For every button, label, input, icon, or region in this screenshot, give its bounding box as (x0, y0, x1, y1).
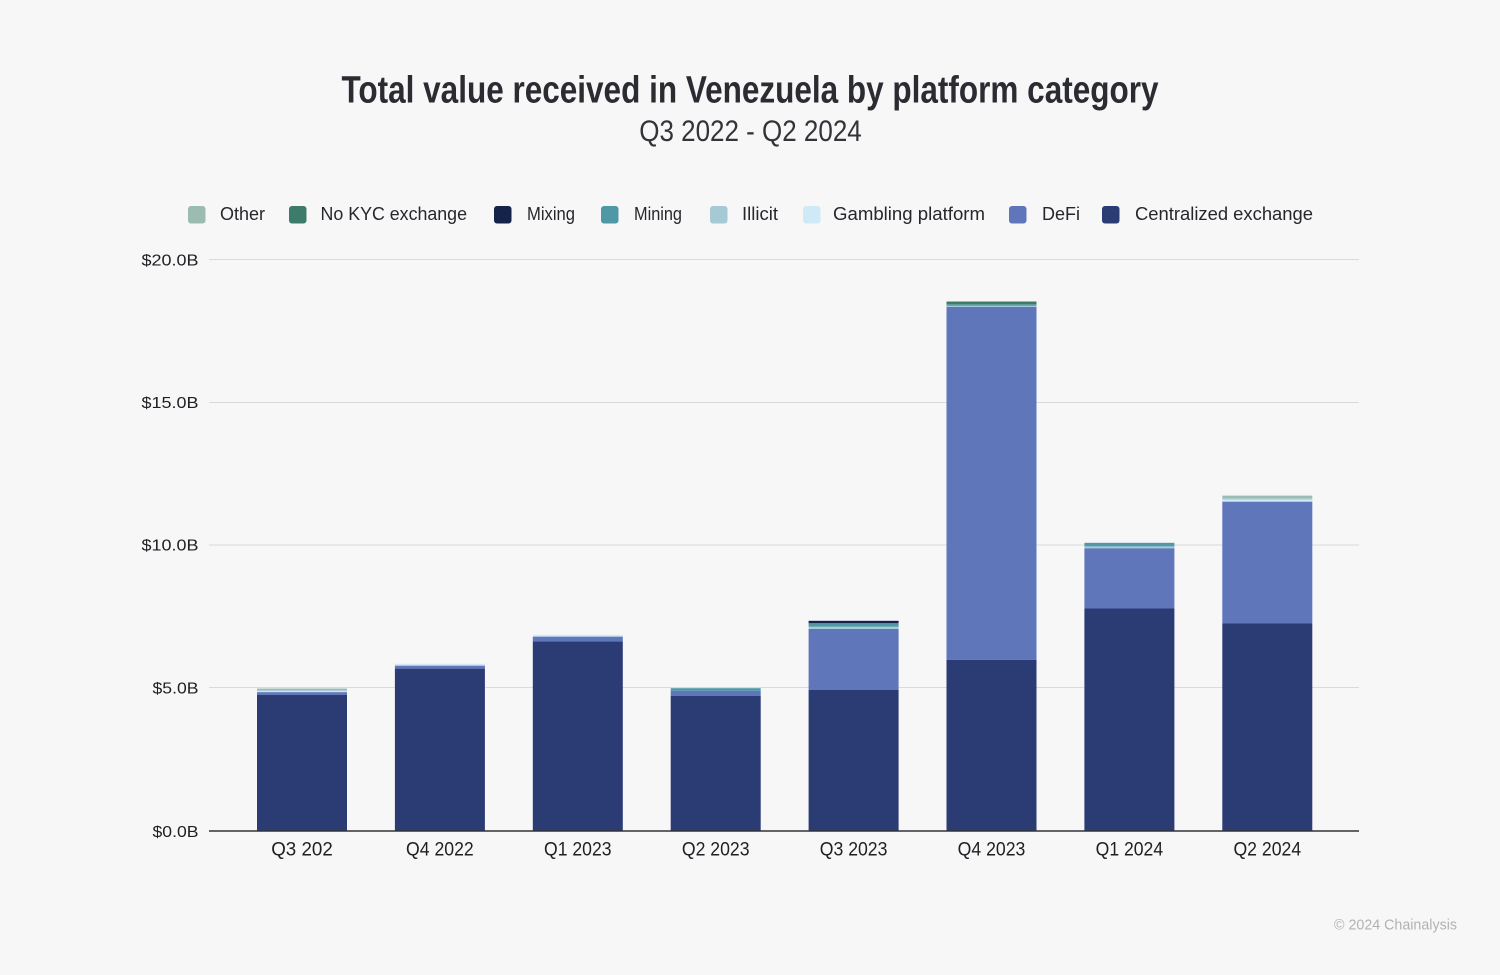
svg-text:Q1 2023: Q1 2023 (544, 840, 612, 861)
svg-text:Q4 2022: Q4 2022 (406, 840, 474, 861)
svg-text:$10.0B: $10.0B (142, 538, 199, 555)
svg-text:Q3 2022 - Q2 2024: Q3 2022 - Q2 2024 (639, 115, 862, 148)
svg-text:Mixing: Mixing (527, 204, 575, 224)
svg-text:Gambling platform: Gambling platform (833, 204, 985, 224)
svg-text:Other: Other (220, 204, 265, 224)
svg-text:Centralized exchange: Centralized exchange (1135, 204, 1313, 224)
svg-text:No KYC exchange: No KYC exchange (321, 204, 468, 224)
svg-text:Q3 2023: Q3 2023 (820, 840, 888, 861)
svg-text:DeFi: DeFi (1042, 204, 1080, 224)
svg-text:Q2 2023: Q2 2023 (682, 840, 750, 861)
svg-text:Q1 2024: Q1 2024 (1096, 840, 1164, 861)
svg-text:Q3 202: Q3 202 (271, 840, 333, 861)
svg-text:$5.0B: $5.0B (153, 680, 199, 697)
svg-text:$20.0B: $20.0B (142, 252, 199, 269)
svg-text:Illicit: Illicit (742, 204, 778, 224)
svg-text:$15.0B: $15.0B (142, 395, 199, 412)
svg-text:© 2024 Chainalysis: © 2024 Chainalysis (1334, 918, 1457, 934)
svg-text:Mining: Mining (634, 204, 682, 224)
svg-text:Total value received in Venezu: Total value received in Venezuela by pla… (342, 70, 1159, 112)
svg-text:Q2 2024: Q2 2024 (1233, 840, 1301, 861)
svg-text:$0.0B: $0.0B (153, 824, 199, 841)
svg-text:Q4 2023: Q4 2023 (958, 840, 1026, 861)
